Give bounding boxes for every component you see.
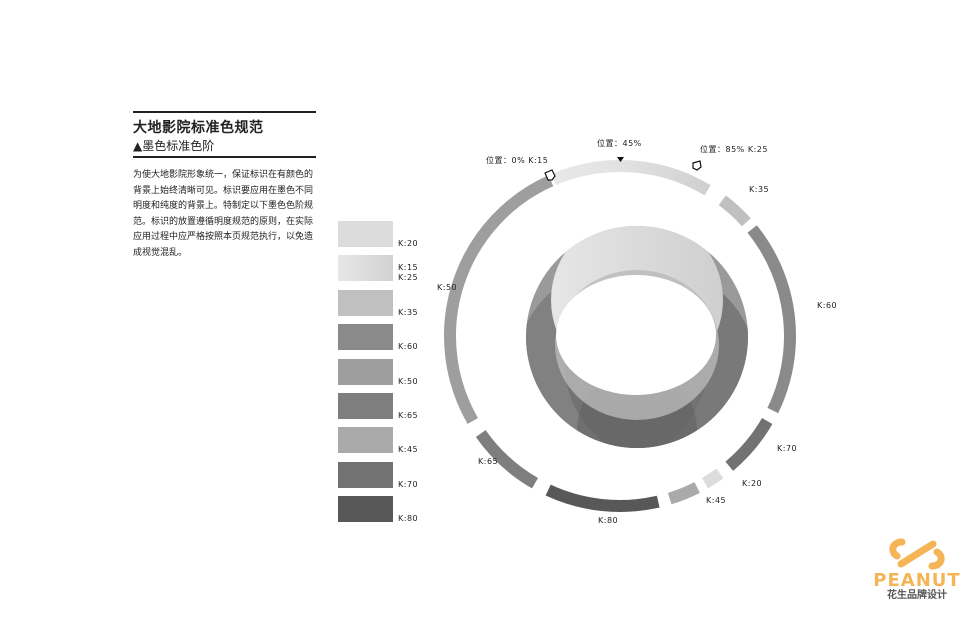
- title-top-rule: [133, 111, 316, 113]
- ring-segment-label: K:65: [478, 457, 498, 466]
- infinity-logo-icon: [889, 538, 945, 570]
- swatch-label: K:45: [398, 445, 419, 455]
- swatch-label: K:35: [398, 307, 419, 317]
- ring-segment: [718, 195, 751, 227]
- marker-end-label: 位置：85% K:25: [700, 144, 768, 154]
- gradient-markers: 位置：0% K:15 位置：45% 位置：85% K:25: [486, 138, 768, 181]
- marker-mid-label: 位置：45%: [597, 138, 642, 148]
- swatch-label: K:65: [398, 411, 419, 420]
- page-title: 大地影院标准色规范: [133, 120, 264, 136]
- marker-start-icon: [544, 169, 556, 181]
- ring-segment: [701, 468, 724, 489]
- swatch-label: K:15 K:25: [398, 263, 419, 283]
- ring-segment: [545, 484, 660, 512]
- emblem-white-hole: [556, 275, 716, 395]
- swatch-label: K:80: [398, 514, 419, 524]
- emblem-logo: [526, 226, 748, 448]
- ring-segment-label: K:80: [598, 516, 618, 525]
- logo-name: PEANUT: [873, 570, 961, 591]
- swatch-label: K:50: [398, 376, 419, 386]
- logo-subtitle: 花生品牌设计: [887, 590, 947, 601]
- ring-segment: [747, 225, 796, 414]
- swatch: [338, 358, 393, 385]
- swatch-label: K:70: [398, 479, 419, 489]
- swatch: [338, 496, 393, 523]
- ring-segment-label: K:50: [437, 283, 457, 292]
- swatch: [338, 221, 393, 247]
- ring-segment-label: K:70: [777, 444, 797, 453]
- swatch-label: K:60: [398, 342, 419, 352]
- swatch: [338, 255, 393, 282]
- ring-segment-label: K:45: [706, 496, 726, 505]
- peanut-logo: PEANUT 花生品牌设计: [872, 538, 962, 602]
- ring-segment-label: K:60: [817, 301, 837, 310]
- swatch: [338, 461, 393, 488]
- ring-segment: [667, 482, 700, 505]
- swatch: [338, 324, 393, 351]
- marker-start-label: 位置：0% K:15: [486, 155, 548, 165]
- ring-segment: [725, 417, 773, 471]
- ring-segment: [475, 429, 539, 489]
- title-bottom-rule: [133, 156, 316, 158]
- ring-segment: [444, 175, 554, 424]
- page-subtitle: ▲墨色标准色阶: [133, 139, 215, 153]
- swatch-label: K:20: [398, 239, 419, 248]
- ring-segment-label: K:20: [742, 479, 762, 488]
- description-text: 为使大地影院形象统一，保证标识在有颜色的背景上始终清晰可见。标识要应用在墨色不同…: [133, 170, 314, 258]
- marker-mid-icon: [617, 157, 624, 162]
- ring-segment-label: K:35: [749, 185, 769, 194]
- swatch: [338, 393, 393, 419]
- swatch: [338, 427, 393, 454]
- swatch: [338, 289, 393, 316]
- ring-segment-gradient: [551, 160, 711, 196]
- marker-end-icon: [692, 160, 702, 171]
